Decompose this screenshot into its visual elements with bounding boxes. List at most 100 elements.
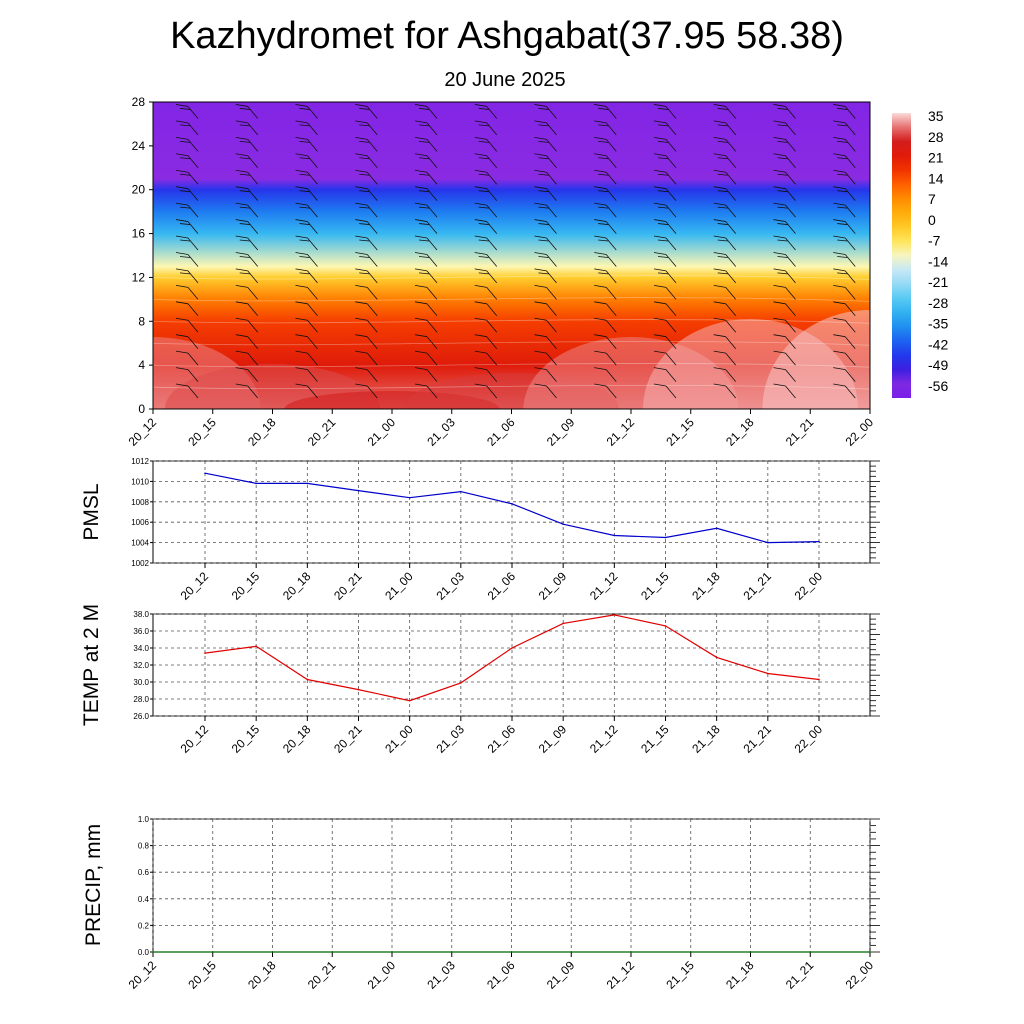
wind-barb: [295, 202, 318, 218]
wind-barb: [414, 317, 438, 333]
wind-barb: [833, 334, 856, 349]
wind-barb: [833, 268, 856, 284]
wind-barb: [653, 202, 677, 218]
wind-barb: [594, 317, 617, 333]
panel-frame: [152, 460, 871, 564]
colorbar-label: -56: [928, 378, 948, 394]
colorbar-label: 35: [928, 108, 944, 124]
precip-panel: PRECIP, mm 0.0 0.2 0.4 0.6 0.8 1.0 20_12 20_15 2…: [82, 815, 880, 992]
wind-barb: [713, 120, 737, 136]
x-tick-label: 22_00: [843, 958, 877, 992]
wind-barb: [594, 120, 617, 136]
wind-barb: [773, 136, 796, 152]
temperature-contour: [153, 384, 870, 390]
wind-barb: [235, 383, 259, 399]
y-tick-label: 1006: [131, 518, 149, 527]
temperature-contour: [153, 275, 870, 280]
wind-barb: [534, 367, 557, 382]
y-tick-label: 0.0: [138, 948, 150, 957]
wind-barb: [414, 136, 438, 152]
wind-barb: [833, 367, 856, 382]
data-point: [204, 472, 206, 475]
wind-barb: [175, 120, 199, 136]
wind-barb: [414, 350, 438, 366]
y-tick-label: 30.0: [133, 678, 149, 687]
data-point: [460, 490, 462, 493]
wind-barb: [175, 268, 199, 284]
wind-barb: [474, 350, 498, 366]
wind-barb: [175, 235, 199, 251]
wind-barb: [414, 367, 438, 382]
wind-barb: [474, 202, 498, 218]
wind-barb: [594, 350, 617, 366]
wind-barb: [474, 120, 498, 136]
wind-barb: [534, 284, 557, 300]
wind-barb: [355, 268, 378, 284]
wind-barb: [833, 153, 856, 169]
x-tick-label: 20_21: [331, 722, 365, 756]
wind-barb: [833, 350, 856, 366]
data-point: [613, 534, 616, 537]
colorbar-label: -42: [928, 336, 948, 352]
wind-barb: [713, 186, 737, 201]
colorbar-label: 14: [928, 170, 944, 186]
x-tick-label: 21_00: [382, 722, 416, 756]
wind-barb: [773, 268, 796, 284]
wind-barb: [474, 153, 498, 169]
data-point: [152, 951, 154, 953]
x-tick-label: 21_00: [365, 958, 399, 992]
chart-title: Kazhydromet for Ashgabat(37.95 58.38): [170, 15, 844, 57]
wind-barb: [833, 219, 856, 234]
colorbar-label: -7: [928, 233, 941, 249]
wind-barb: [175, 169, 199, 185]
wind-barb: [175, 219, 199, 234]
wind-barb: [534, 268, 557, 284]
x-tick-label: 20_12: [178, 722, 212, 756]
wind-barb: [833, 186, 856, 201]
data-point: [689, 951, 692, 953]
wind-barb: [833, 169, 856, 185]
wind-barb: [773, 367, 796, 382]
wind-barb: [295, 104, 318, 119]
x-tick-label: 21_12: [587, 569, 621, 603]
y-tick-label: 24: [132, 139, 146, 153]
colorbar-label: 0: [928, 212, 936, 228]
wind-barb: [355, 350, 378, 366]
wind-barb: [594, 219, 617, 234]
wind-barb: [713, 317, 737, 333]
temperature-contour: [153, 363, 870, 368]
wind-barb: [175, 301, 199, 317]
x-tick-label: 21_00: [382, 569, 416, 603]
colorbar-label: 28: [928, 129, 944, 145]
wind-barb: [355, 284, 378, 300]
data-point: [562, 523, 564, 526]
wind-barb: [594, 367, 617, 382]
wind-barb: [773, 301, 796, 317]
wind-barb: [175, 202, 199, 218]
data-point: [331, 951, 334, 953]
x-tick-label: 20_15: [229, 722, 263, 756]
x-tick-label: 20_18: [245, 958, 279, 992]
wind-barb: [713, 268, 737, 284]
wind-barb: [833, 317, 856, 333]
wind-barb: [355, 219, 378, 234]
temp-ylabel: TEMP at 2 M: [80, 604, 103, 726]
wind-barb: [773, 153, 796, 169]
data-point: [408, 699, 411, 702]
wind-barb: [653, 219, 677, 234]
wind-barb: [235, 367, 259, 382]
wind-barb: [713, 202, 737, 218]
wind-barb: [175, 153, 199, 169]
wind-barb: [355, 169, 378, 185]
wind-barb: [534, 334, 557, 349]
y-tick-label: 1008: [131, 498, 149, 507]
x-tick-label: 22_00: [792, 722, 826, 756]
pmsl-line: [204, 472, 820, 544]
wind-barb: [355, 334, 378, 349]
y-tick-label: 26.0: [133, 712, 149, 721]
wind-barb: [713, 136, 737, 152]
data-point: [211, 951, 214, 953]
wind-barb: [414, 284, 438, 300]
wind-barb: [414, 186, 438, 201]
